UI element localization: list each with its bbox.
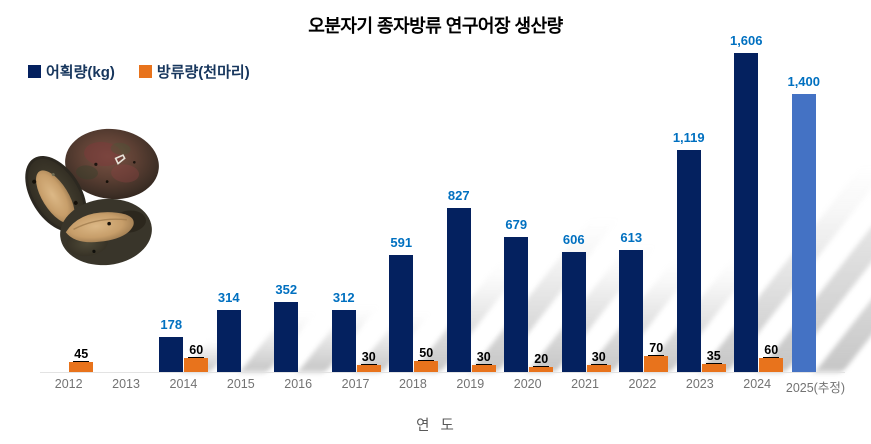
value-label-release-2018: 50 [418, 346, 435, 361]
bar-group-2024: 1,606 60 [730, 33, 871, 372]
bar-group-2021: 606 30 [561, 40, 701, 372]
x-tick-2022: 2022 [628, 377, 657, 391]
category-slot-2016: 352 [270, 40, 377, 372]
bar-catch-2025(추정) [791, 94, 816, 372]
bar-release-2023 [701, 364, 726, 372]
bar-release-2021 [586, 365, 611, 372]
value-label-release-2017: 30 [360, 350, 377, 365]
bar-group-2016: 352 [274, 40, 377, 372]
value-label-release-2012: 45 [73, 347, 90, 362]
legend-item-catch: 어획량(kg) [28, 61, 115, 82]
legend-label-catch: 어획량(kg) [46, 64, 115, 81]
bar-release-2022 [644, 356, 669, 372]
value-label-release-2019: 30 [475, 350, 492, 365]
category-slot-2012: 45 [40, 40, 98, 372]
x-tick-2024: 2024 [743, 377, 772, 391]
legend: 어획량(kg) 방류량(천마리) [28, 61, 250, 82]
bar-group-2020: 679 20 [504, 40, 655, 372]
category-slot-2022: 613 70 [615, 40, 760, 372]
x-tick-2013: 2013 [112, 377, 140, 391]
bar-catch-2023 [676, 150, 701, 372]
x-tick-2019: 2019 [456, 377, 485, 391]
chart-title: 오분자기 종자방류 연구어장 생산량 [308, 16, 563, 36]
bar-group-2014: 178 60 [159, 40, 237, 372]
x-tick-2023: 2023 [685, 377, 714, 391]
x-tick-2020: 2020 [513, 377, 542, 391]
x-axis-line [40, 372, 845, 373]
bar-catch-2021 [561, 252, 586, 372]
x-tick-2012: 2012 [54, 377, 83, 391]
bar-catch-2018 [389, 255, 414, 372]
bar-group-2017: 312 30 [331, 40, 429, 372]
category-slot-2021: 606 30 [558, 40, 701, 372]
bar-release-2014 [184, 358, 209, 372]
bar-release-2020 [529, 367, 554, 372]
bar-catch-2015 [216, 310, 241, 372]
bar-catch-2017 [331, 310, 356, 372]
category-slot-2015: 314 [213, 40, 314, 372]
x-tick-2021: 2021 [571, 377, 599, 391]
value-label-catch-2017: 312 [332, 290, 355, 305]
x-tick-2025(추정): 2025(추정) [785, 381, 846, 395]
value-label-release-2014: 60 [188, 343, 205, 358]
category-slot-2023: 1,119 35 [673, 40, 871, 372]
bar-release-2017 [356, 365, 381, 372]
x-axis-labels: 2012 2013 2014 2015 2016 2017 2018 2019 2020 2021… [40, 377, 845, 396]
x-tick-2014: 2014 [169, 377, 198, 391]
bar-group-2018: 591 50 [389, 40, 526, 372]
x-tick-2017: 2017 [341, 377, 370, 391]
bar-catch-2014 [159, 337, 184, 372]
bar-release-2024 [759, 358, 784, 372]
bar-release-2018 [414, 361, 439, 372]
category-slot-2018: 591 50 [385, 40, 526, 372]
bar-release-2012 [69, 362, 94, 372]
bar-group-2022: 613 70 [619, 40, 760, 372]
value-label-catch-2025(추정): 1,400 [787, 74, 821, 89]
value-label-catch-2021: 606 [562, 232, 585, 247]
plot-area: 45 178 60 314 352 312 30 591 50 827 30 679 20 606 30 61… [40, 33, 871, 372]
value-label-catch-2022: 613 [620, 230, 643, 245]
bar-group-2023: 1,119 35 [673, 40, 871, 372]
value-label-catch-2020: 679 [505, 217, 528, 232]
category-slot-2014: 178 60 [155, 40, 237, 372]
bar-catch-2024 [734, 53, 759, 372]
bar-catch-2016 [274, 302, 299, 372]
value-label-release-2024: 60 [763, 343, 780, 358]
category-slot-2024: 1,606 60 [730, 33, 871, 372]
bar-group-2019: 827 30 [446, 40, 618, 372]
abalone-shells-photo [25, 128, 159, 266]
category-slot-2017: 312 30 [328, 40, 429, 372]
value-label-catch-2023: 1,119 [672, 130, 705, 145]
bar-group-2012: 45 [44, 40, 94, 372]
bar-catch-2020 [504, 237, 529, 372]
legend-swatch-catch-icon [28, 65, 41, 78]
value-label-release-2022: 70 [648, 341, 665, 356]
category-slot-2025(추정): 1,400 [787, 40, 871, 372]
x-tick-2015: 2015 [226, 377, 255, 391]
value-label-catch-2019: 827 [447, 188, 470, 203]
legend-label-release: 방류량(천마리) [156, 64, 250, 81]
x-tick-2018: 2018 [399, 377, 427, 391]
bar-group-2025(추정): 1,400 [787, 40, 871, 372]
value-label-catch-2015: 314 [217, 290, 240, 305]
value-label-catch-2018: 591 [390, 235, 413, 250]
category-slot-2019: 827 30 [443, 40, 618, 372]
category-slot-2020: 679 20 [500, 40, 655, 372]
x-axis-title: 연 도 [416, 418, 455, 434]
legend-swatch-release-icon [138, 65, 152, 78]
legend-item-release: 방류량(천마리) [138, 61, 250, 82]
value-label-catch-2024: 1,606 [729, 33, 763, 48]
bar-release-2019 [471, 365, 496, 372]
value-label-release-2023: 35 [705, 349, 722, 364]
bar-group-2015: 314 [216, 40, 314, 372]
value-label-release-2021: 30 [590, 350, 607, 365]
value-label-catch-2014: 178 [160, 317, 183, 332]
bar-catch-2022 [619, 250, 644, 372]
bar-catch-2019 [446, 208, 471, 372]
value-label-release-2020: 20 [533, 352, 550, 367]
x-tick-2016: 2016 [284, 377, 313, 391]
value-label-catch-2016: 352 [275, 282, 298, 297]
